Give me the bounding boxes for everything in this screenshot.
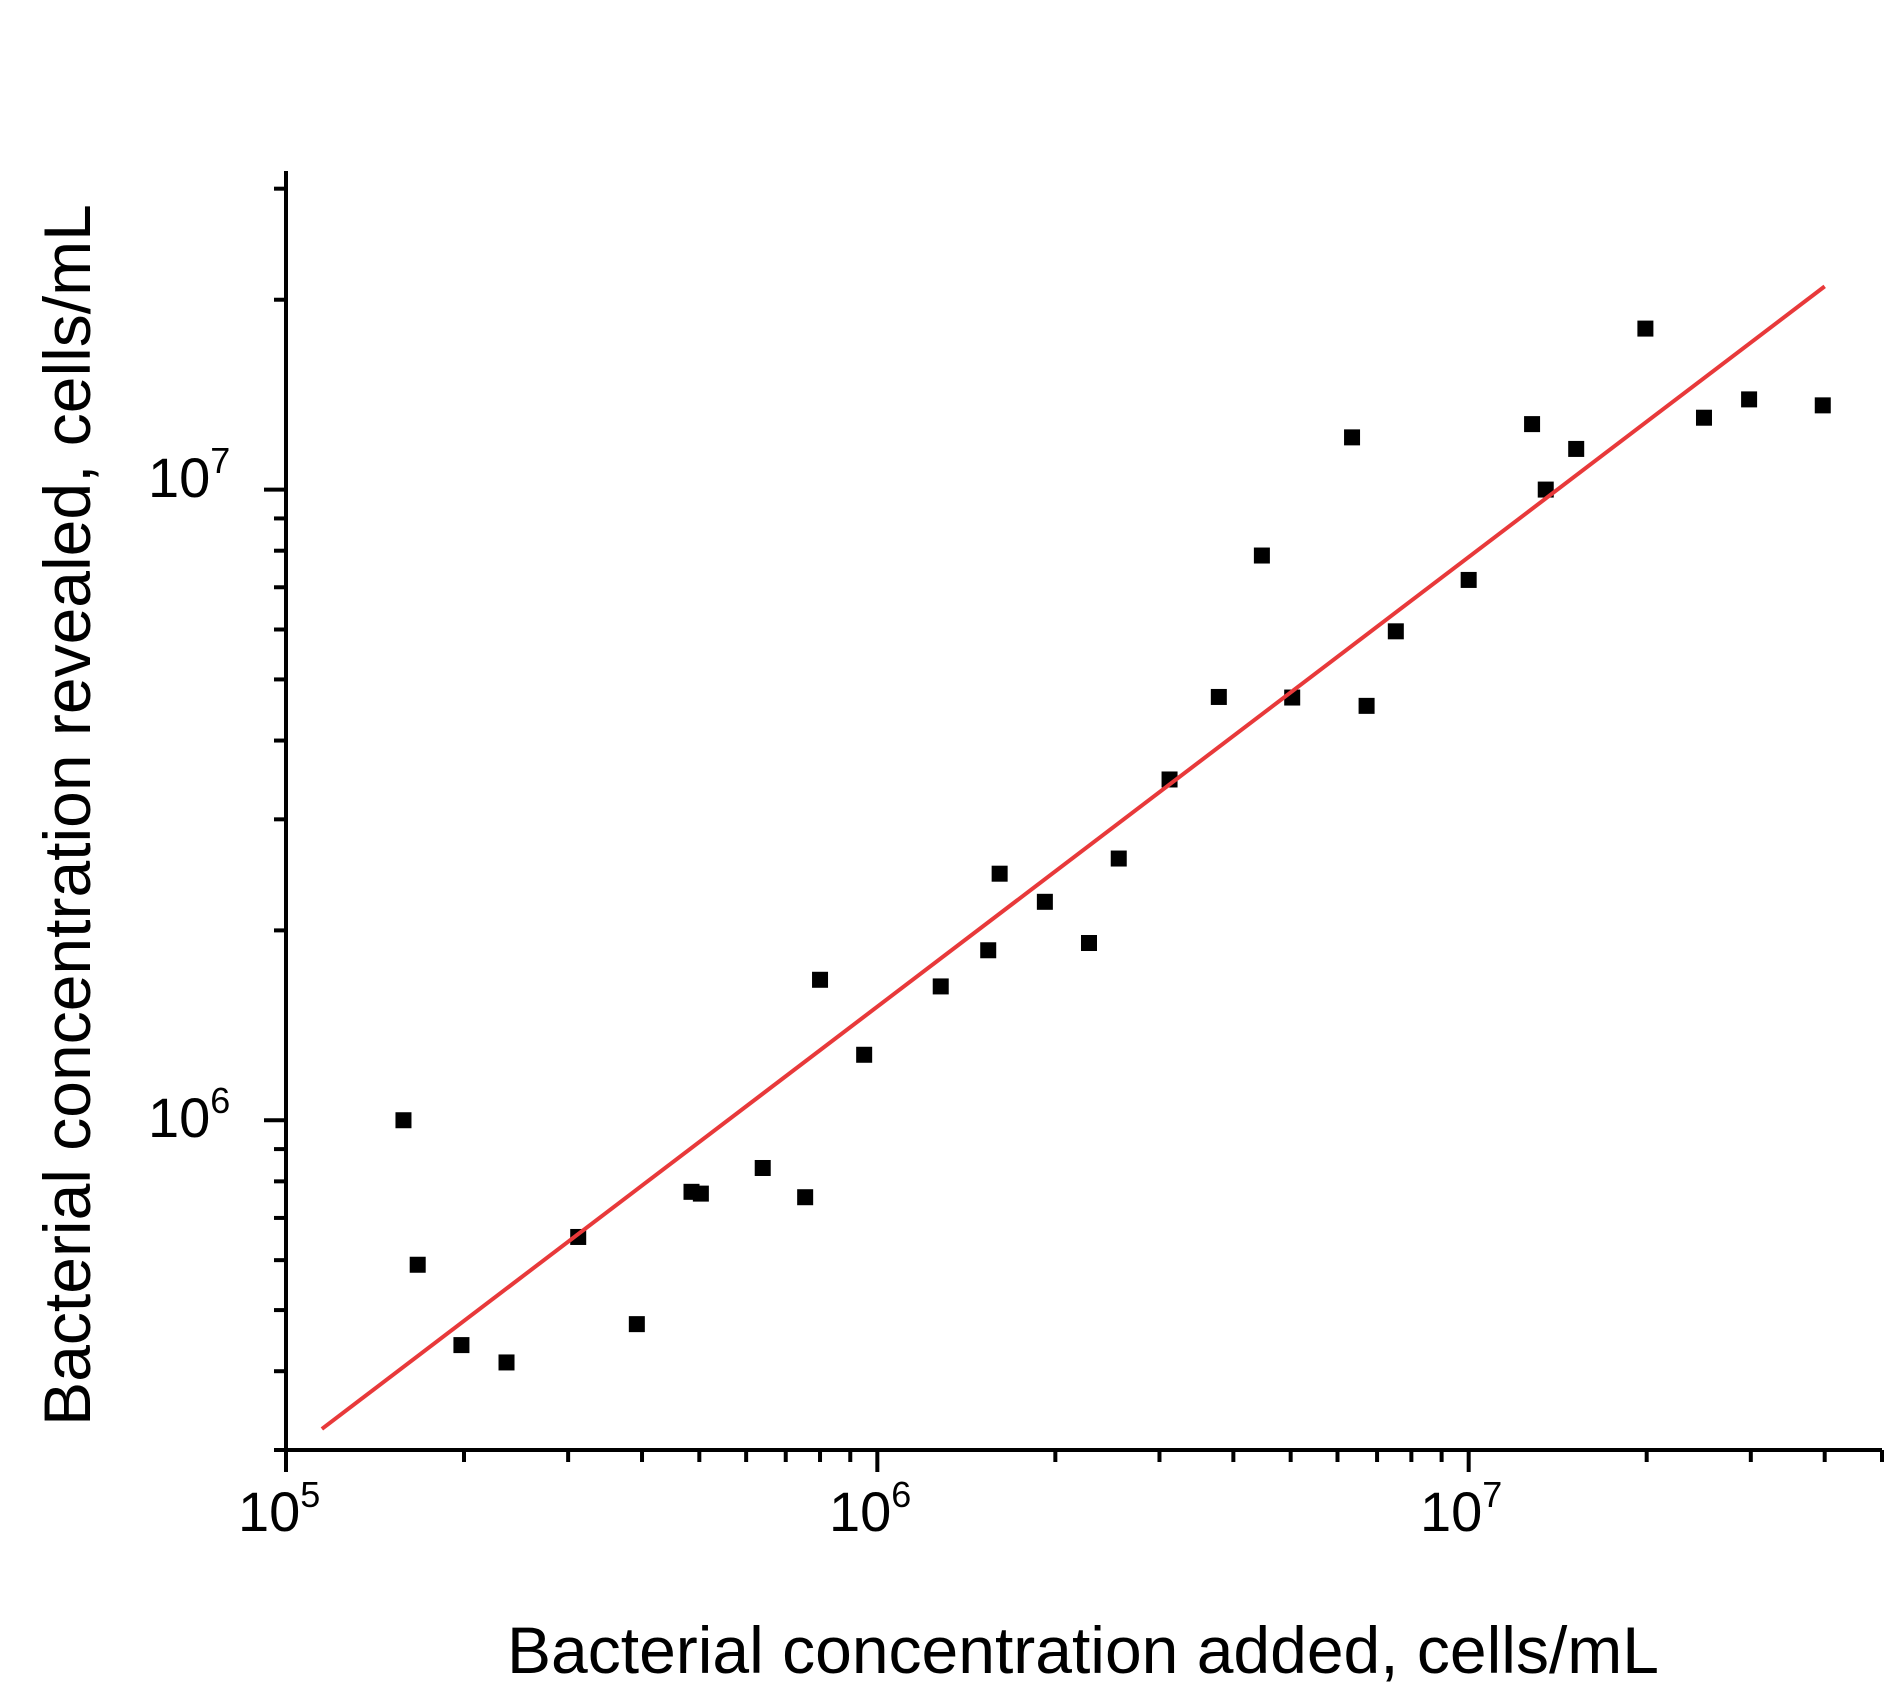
data-point	[1210, 688, 1227, 705]
data-point	[856, 1046, 873, 1063]
data-point	[409, 1256, 426, 1273]
data-point	[1524, 416, 1541, 433]
y-tick-labels: 106 107	[148, 440, 230, 1149]
data-point	[1637, 320, 1654, 337]
x-axis-title: Bacterial concentration added, cells/mL	[507, 1613, 1659, 1687]
data-point	[1358, 697, 1375, 714]
data-point	[797, 1189, 814, 1206]
fit-line	[320, 284, 1826, 1431]
data-point	[980, 942, 997, 959]
data-point	[812, 971, 829, 988]
data-points	[395, 320, 1831, 1371]
data-point	[628, 1316, 645, 1333]
data-point	[1344, 429, 1361, 446]
data-point	[692, 1185, 709, 1202]
data-point	[1460, 571, 1477, 588]
x-tick-labels: 105 106 107	[238, 1474, 1502, 1543]
x-tick-label-1e5: 105	[238, 1474, 320, 1543]
y-tick-label-1e7: 107	[148, 440, 230, 509]
plot-frame	[284, 171, 1882, 1452]
data-point	[395, 1112, 412, 1129]
x-tick-label-1e6: 106	[829, 1474, 911, 1543]
data-point	[991, 865, 1008, 882]
data-point	[1387, 623, 1404, 640]
data-point	[1036, 893, 1053, 910]
x-ticks	[284, 1450, 1884, 1472]
data-point	[1080, 935, 1097, 952]
data-point	[1110, 850, 1127, 867]
data-point	[1695, 409, 1712, 426]
data-point	[453, 1337, 470, 1354]
y-tick-label-1e6: 106	[148, 1080, 230, 1149]
data-point	[1568, 440, 1585, 457]
x-tick-label-1e7: 107	[1420, 1474, 1502, 1543]
data-point	[932, 978, 949, 995]
y-ticks	[264, 186, 286, 1452]
y-axis-title: Bacterial concentration revealed, cells/…	[30, 204, 104, 1426]
data-point	[498, 1354, 515, 1371]
fit-line-group	[320, 284, 1826, 1431]
data-point	[754, 1159, 771, 1176]
data-point	[1253, 547, 1270, 564]
data-point	[1814, 397, 1831, 414]
data-point	[1741, 391, 1758, 408]
